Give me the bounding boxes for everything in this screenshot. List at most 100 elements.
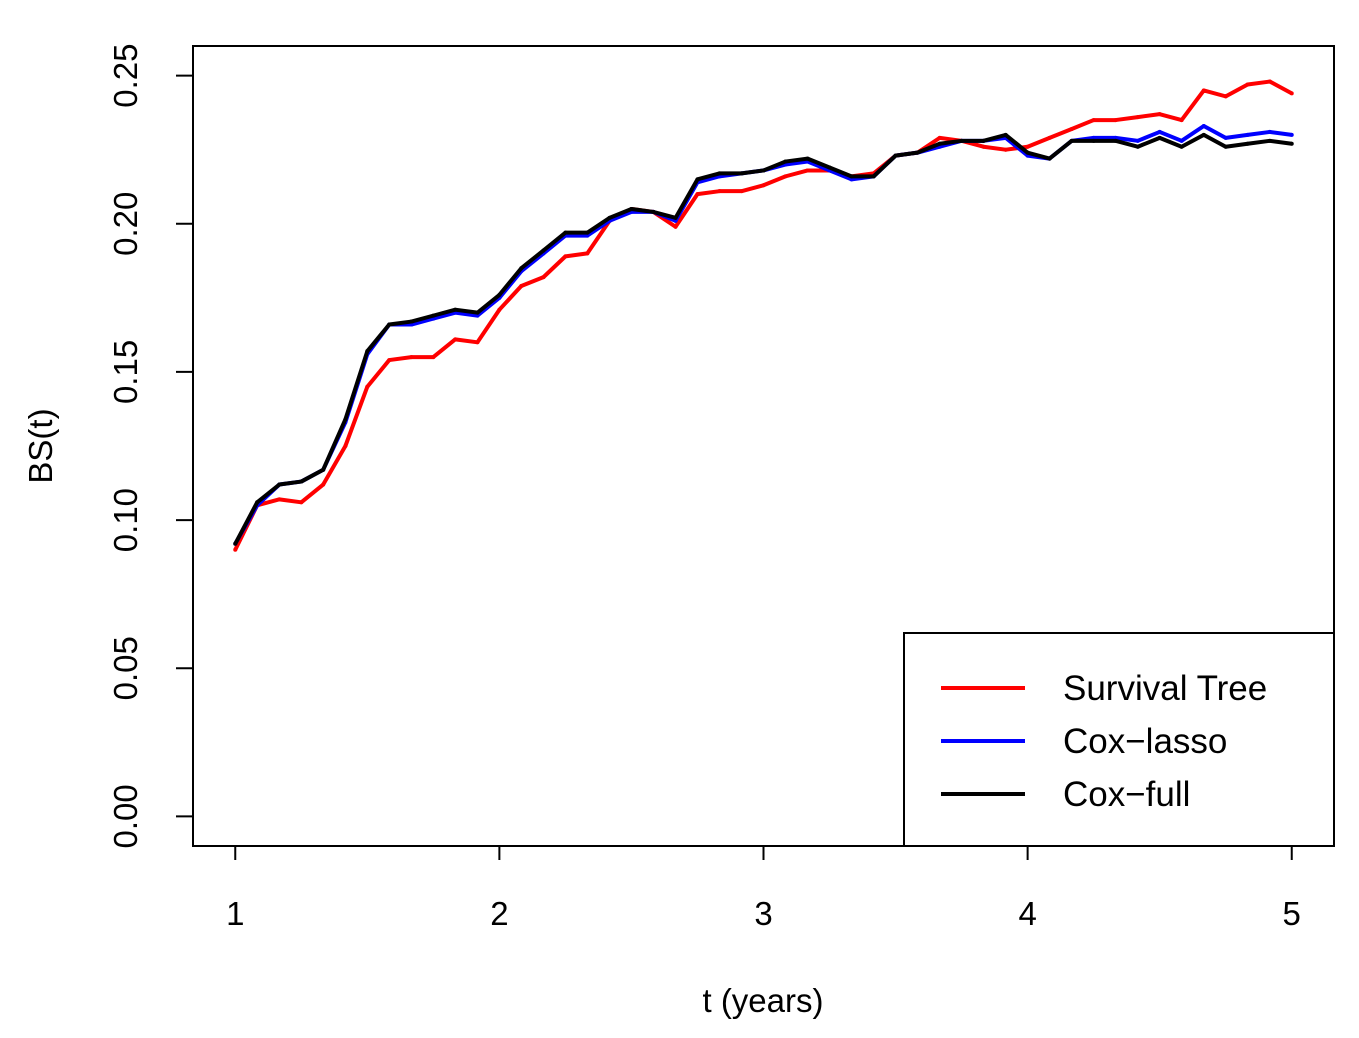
- data-point: [761, 168, 766, 173]
- data-point: [805, 168, 810, 173]
- data-point: [409, 319, 414, 324]
- data-point: [1289, 91, 1294, 96]
- data-point: [277, 497, 282, 502]
- data-point: [343, 444, 348, 448]
- data-point: [563, 254, 568, 259]
- data-point: [343, 417, 348, 422]
- data-point: [387, 322, 392, 327]
- data-point: [651, 209, 656, 214]
- data-point: [277, 482, 282, 487]
- data-point: [1245, 132, 1250, 137]
- legend-label: Cox−full: [1063, 775, 1190, 814]
- data-point: [1223, 144, 1228, 149]
- data-point: [233, 547, 238, 552]
- legend: Survival Tree Cox−lasso Cox−full: [903, 632, 1335, 847]
- data-point: [783, 159, 788, 164]
- x-axis-label: t (years): [702, 982, 823, 1019]
- data-point: [365, 349, 370, 354]
- x-tick-label: 2: [490, 895, 508, 932]
- data-point: [981, 144, 986, 149]
- data-point: [541, 248, 546, 253]
- data-point: [871, 174, 876, 179]
- data-point: [1289, 132, 1294, 137]
- data-point: [321, 467, 326, 472]
- data-point: [453, 337, 458, 342]
- data-point: [1201, 124, 1206, 128]
- data-point: [607, 215, 612, 220]
- data-point: [849, 174, 854, 179]
- data-point: [1245, 141, 1250, 146]
- data-point: [519, 266, 524, 271]
- data-point: [475, 313, 480, 318]
- data-point: [453, 307, 458, 312]
- data-point: [1003, 147, 1008, 152]
- data-point: [1091, 118, 1096, 123]
- data-point: [299, 479, 304, 484]
- data-point: [1135, 115, 1140, 120]
- data-point: [475, 310, 480, 315]
- data-point: [981, 138, 986, 143]
- data-point: [541, 275, 546, 280]
- data-point: [299, 500, 304, 505]
- data-point: [805, 156, 810, 161]
- data-point: [585, 251, 590, 256]
- data-point: [1157, 135, 1162, 140]
- y-tick-label: 0.00: [107, 784, 144, 848]
- data-point: [673, 224, 678, 229]
- data-point: [1135, 144, 1140, 149]
- data-point: [1223, 135, 1228, 140]
- legend-label: Cox−lasso: [1063, 722, 1227, 761]
- data-point: [497, 307, 502, 312]
- data-point: [1069, 138, 1074, 143]
- data-point: [827, 165, 832, 170]
- data-point: [673, 215, 678, 220]
- series-2: [233, 132, 1294, 546]
- data-point: [255, 500, 260, 505]
- data-point: [893, 153, 898, 158]
- data-point: [519, 284, 524, 288]
- data-point: [1047, 156, 1052, 161]
- data-point: [1267, 129, 1272, 134]
- data-point: [695, 177, 700, 182]
- data-point: [915, 150, 920, 155]
- data-point: [1113, 118, 1118, 123]
- data-point: [1113, 138, 1118, 143]
- x-tick-label: 5: [1283, 895, 1301, 932]
- data-point: [783, 174, 788, 179]
- data-point: [629, 206, 634, 211]
- data-point: [1047, 135, 1052, 140]
- x-tick-label: 1: [226, 895, 244, 932]
- y-tick-label: 0.25: [107, 44, 144, 108]
- data-point: [1157, 112, 1162, 117]
- data-point: [1223, 94, 1228, 99]
- y-axis: 0.00 0.05 0.10 0.15 0.20 0.25: [107, 44, 194, 848]
- data-point: [1179, 138, 1184, 143]
- y-axis-label: BS(t): [22, 408, 59, 483]
- data-point: [673, 218, 678, 223]
- data-point: [321, 482, 326, 487]
- data-point: [739, 189, 744, 194]
- data-point: [1069, 126, 1074, 131]
- data-point: [1025, 144, 1030, 149]
- data-point: [431, 355, 436, 360]
- x-tick-label: 4: [1018, 895, 1036, 932]
- data-point: [431, 313, 436, 318]
- data-point: [409, 355, 414, 360]
- data-point: [585, 230, 590, 235]
- data-point: [1025, 150, 1030, 155]
- data-point: [717, 171, 722, 176]
- data-point: [497, 292, 502, 297]
- y-tick-label: 0.20: [107, 192, 144, 256]
- data-point: [761, 183, 766, 188]
- data-point: [739, 171, 744, 176]
- y-tick-label: 0.10: [107, 488, 144, 552]
- legend-label: Survival Tree: [1063, 669, 1267, 708]
- y-tick-label: 0.15: [107, 340, 144, 404]
- data-point: [475, 340, 480, 345]
- data-point: [1245, 82, 1250, 87]
- data-point: [1201, 132, 1206, 137]
- data-point: [1135, 138, 1140, 143]
- data-point: [1289, 141, 1294, 146]
